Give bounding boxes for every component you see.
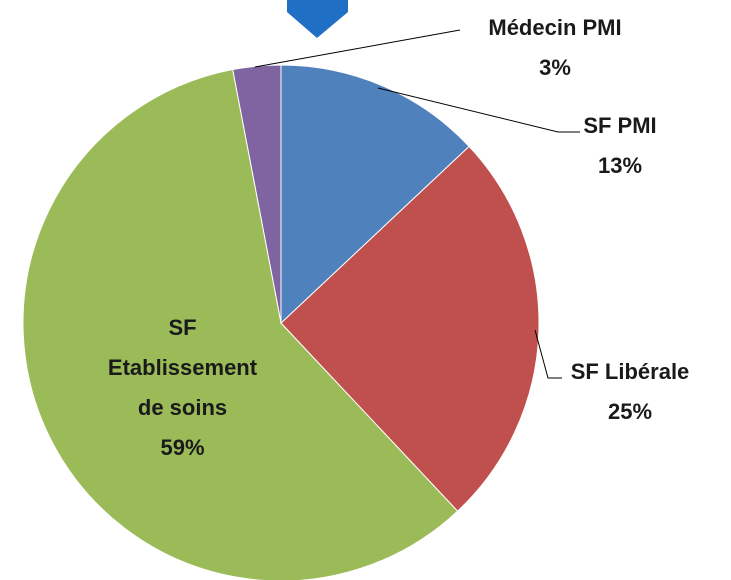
slice-value-label: 3%	[539, 55, 571, 80]
arrow-icon	[287, 0, 348, 38]
leader-line	[534, 329, 562, 379]
leader-line	[254, 29, 461, 68]
pie-slice	[280, 145, 540, 512]
slice-value-label: 59%	[160, 435, 205, 460]
slice-label: SF PMI	[583, 113, 657, 138]
pie-slice	[280, 64, 470, 325]
pie-slice	[22, 68, 459, 580]
slice-label: SF Etablissement de soins	[107, 315, 258, 420]
leader-line	[377, 87, 580, 133]
slice-label: SF Libérale	[570, 359, 690, 384]
slice-value-label: 25%	[607, 399, 653, 424]
slice-value-label: 13%	[597, 153, 643, 178]
slice-label: Médecin PMI	[488, 15, 622, 40]
